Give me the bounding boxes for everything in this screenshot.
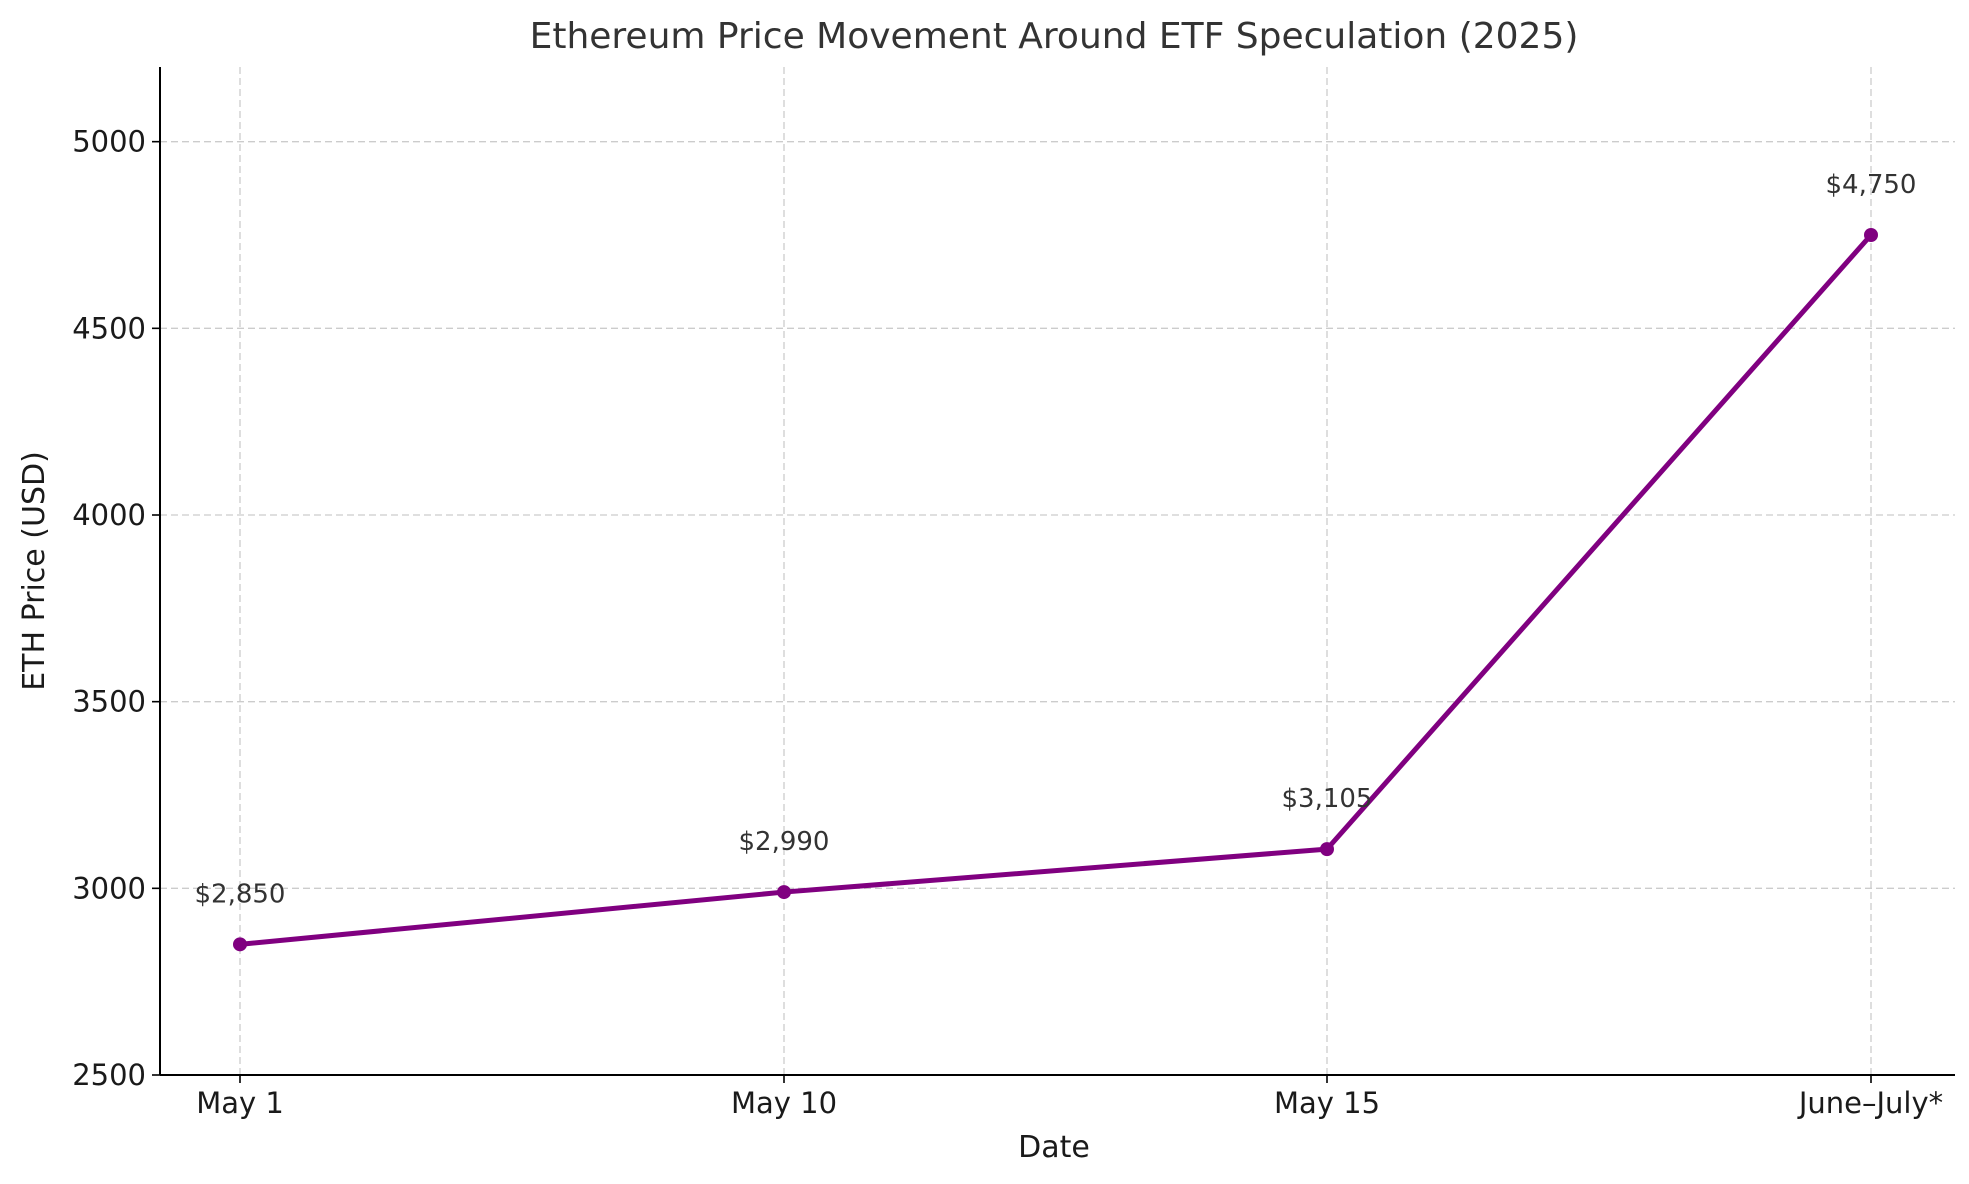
data-point — [233, 937, 247, 952]
series-line — [237, 232, 1874, 947]
x-tick-label: June–July* — [1797, 1086, 1943, 1120]
y-tick-label: 5000 — [72, 125, 146, 159]
data-label: $2,850 — [195, 879, 286, 909]
y-tick-label: 3500 — [72, 685, 146, 719]
x-axis-title: Date — [1018, 1130, 1090, 1165]
y-tick-label: 2500 — [72, 1058, 146, 1092]
x-tick-label: May 10 — [731, 1086, 837, 1120]
y-tick-label: 4500 — [72, 311, 146, 345]
y-tick-label: 3000 — [72, 871, 146, 905]
data-label: $4,750 — [1826, 170, 1917, 200]
data-point — [1864, 228, 1878, 242]
data-point — [1320, 842, 1334, 857]
data-label: $3,105 — [1282, 784, 1373, 814]
x-tick-label: May 1 — [196, 1086, 284, 1120]
data-label: $2,990 — [739, 827, 830, 857]
x-tick-label: May 15 — [1274, 1086, 1380, 1120]
axis-layer: 2500 3000 3500 4000 4500 5000 May 1 May 10 May 1… — [72, 67, 1955, 1120]
data-point — [777, 885, 791, 900]
series-layer — [233, 228, 1878, 952]
y-axis-title: ETH Price (USD) — [17, 451, 52, 691]
y-tick-label: 4000 — [72, 498, 146, 532]
label-layer: $2,850 $2,990 $3,105 $4,750 — [195, 170, 1917, 909]
chart-title: Ethereum Price Movement Around ETF Specu… — [530, 16, 1579, 57]
